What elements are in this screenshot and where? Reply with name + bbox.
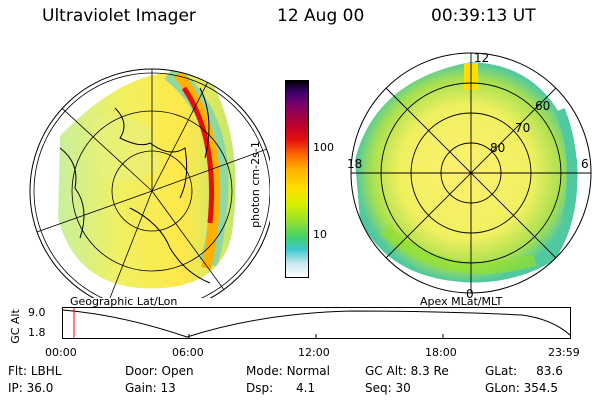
colorbar-label: photon cm-2s-1 — [249, 141, 262, 228]
mlt-label-18: 18 — [347, 157, 362, 171]
altitude-plot — [62, 307, 571, 339]
geo-limb — [29, 68, 270, 298]
colorbar-tick-10: 10 — [313, 228, 327, 241]
status-seq: Seq: 30 — [365, 381, 411, 395]
coastline — [59, 147, 85, 239]
geo-band-orange — [174, 70, 221, 270]
altitude-ymin: 1.8 — [28, 326, 46, 339]
polar-emission-region — [355, 62, 578, 283]
status-ip: IP: 36.0 — [8, 381, 54, 395]
xtick-1800: 18:00 — [425, 346, 457, 359]
xtick-0600: 06:00 — [172, 346, 204, 359]
coastline — [129, 207, 211, 284]
altitude-curve — [62, 309, 571, 338]
coastline — [114, 107, 188, 199]
geo-meridian — [30, 190, 153, 239]
geo-meridian — [151, 190, 231, 298]
apex-polar-plot: 12 18 6 0 60 70 80 — [347, 51, 592, 300]
geo-patch — [90, 114, 160, 182]
instrument-title: Ultraviolet Imager — [42, 6, 196, 26]
colorbar-tick-100: 100 — [313, 141, 334, 154]
altitude-ymax: 9.0 — [28, 306, 46, 319]
status-filter: Flt: LBHL — [8, 364, 62, 378]
colorbar — [285, 80, 309, 278]
observation-time: 00:39:13 UT — [431, 6, 536, 26]
mlat-label-70: 70 — [515, 121, 530, 135]
geo-meridian — [151, 147, 270, 192]
mlt-label-12: 12 — [474, 51, 489, 65]
apex-label: Apex MLat/MLT — [420, 295, 503, 308]
status-gain: Gain: 13 — [125, 381, 176, 395]
xtick-2359: 23:59 — [548, 346, 580, 359]
geographic-image — [29, 68, 270, 298]
polar-band — [555, 108, 578, 222]
status-dsp: Dsp: 4.1 — [246, 381, 316, 395]
status-glon: GLon: 354.5 — [485, 381, 558, 395]
status-glat: GLat: 83.6 — [485, 364, 563, 378]
mlt-meridian-diag — [385, 87, 557, 259]
observation-date: 12 Aug 00 — [277, 6, 365, 26]
polar-band — [380, 225, 537, 274]
mlat-label-60: 60 — [535, 99, 550, 113]
status-gcalt: GC Alt: 8.3 Re — [365, 364, 449, 378]
mlt-label-0: 0 — [466, 287, 474, 300]
xtick-0000: 00:00 — [45, 346, 77, 359]
mlt-label-6: 6 — [581, 157, 589, 171]
status-mode: Mode: Normal — [246, 364, 330, 378]
status-door: Door: Open — [125, 364, 194, 378]
xtick-1200: 12:00 — [298, 346, 330, 359]
geographic-label: Geographic Lat/Lon — [70, 295, 178, 308]
geo-meridian — [109, 190, 153, 298]
altitude-ylabel: GC Alt — [8, 309, 22, 344]
mlat-label-80: 80 — [490, 141, 505, 155]
colorbar-label-text: photon cm-2s-1 — [248, 141, 262, 228]
coastline — [199, 87, 210, 159]
